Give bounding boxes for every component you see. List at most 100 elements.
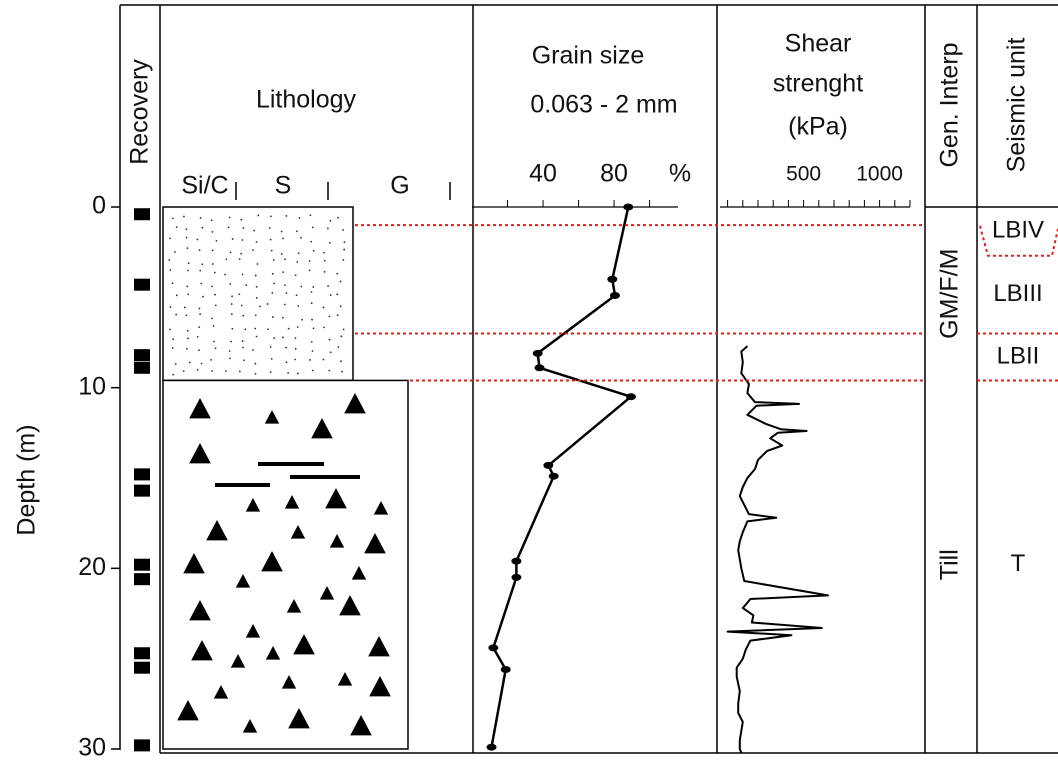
- sand-dot: [215, 347, 217, 349]
- sand-dot: [212, 249, 214, 251]
- sand-dot: [169, 328, 171, 330]
- sand-dot: [284, 258, 286, 260]
- sand-dot: [213, 325, 215, 327]
- sand-dot: [201, 227, 203, 229]
- recovery-block: [134, 362, 150, 374]
- seismic-unit-label: LBIV: [992, 217, 1044, 244]
- sand-dot: [272, 273, 274, 275]
- sand-dot: [309, 359, 311, 361]
- sand-dot: [172, 347, 174, 349]
- sand-dot: [184, 307, 186, 309]
- sand-dot: [199, 270, 201, 272]
- sand-dot: [256, 297, 258, 299]
- sand-dot: [231, 303, 233, 305]
- sand-dot: [230, 341, 232, 343]
- sand-dot: [287, 372, 289, 374]
- sand-dot: [313, 250, 315, 252]
- data-point: [487, 744, 497, 751]
- x-tick-label: 40: [529, 160, 557, 188]
- recovery-block: [134, 739, 150, 751]
- sand-dot: [340, 305, 342, 307]
- sand-dot: [256, 286, 258, 288]
- sand-dot: [324, 260, 326, 262]
- sand-dot: [269, 227, 271, 229]
- sand-dot: [252, 249, 254, 251]
- sand-dot: [297, 373, 299, 375]
- y-tick-label: 10: [78, 372, 106, 400]
- sand-dot: [281, 231, 283, 233]
- data-point: [511, 558, 521, 565]
- sand-dot: [286, 361, 288, 363]
- sand-dot: [201, 363, 203, 365]
- sand-dot: [296, 230, 298, 232]
- sand-dot: [337, 346, 339, 348]
- sand-dot: [170, 306, 172, 308]
- sand-dot: [254, 328, 256, 330]
- recovery-block: [134, 485, 150, 497]
- sand-dot: [342, 229, 344, 231]
- shear-title: strenght: [773, 70, 863, 98]
- sand-dot: [281, 253, 283, 255]
- lithology-title: Lithology: [256, 86, 357, 114]
- recovery-block: [134, 468, 150, 480]
- sand-dot: [282, 337, 284, 339]
- sand-dot: [215, 304, 217, 306]
- sand-dot: [284, 284, 286, 286]
- sand-dot: [196, 239, 198, 241]
- sand-dot: [224, 274, 226, 276]
- x-tick-label: 500: [786, 163, 821, 186]
- sand-dot: [198, 349, 200, 351]
- sand-dot: [323, 252, 325, 254]
- sand-dot: [329, 242, 331, 244]
- sand-dot: [259, 306, 261, 308]
- sand-dot: [244, 328, 246, 330]
- sand-dot: [311, 291, 313, 293]
- sand-dot: [229, 350, 231, 352]
- sand-dot: [230, 252, 232, 254]
- sand-dot: [340, 281, 342, 283]
- sand-dot: [211, 231, 213, 233]
- seismic-unit-label: LBIII: [993, 280, 1042, 307]
- sand-dot: [294, 359, 296, 361]
- sand-dot: [197, 369, 199, 371]
- lithology-scale-label: G: [390, 172, 409, 200]
- sand-dot: [202, 296, 204, 298]
- sand-dot: [229, 283, 231, 285]
- sand-dot: [185, 228, 187, 230]
- sand-dot: [295, 348, 297, 350]
- sand-dot: [288, 328, 290, 330]
- sand-dot: [271, 292, 273, 294]
- data-point: [501, 666, 511, 673]
- data-point: [607, 276, 617, 283]
- sand-dot: [271, 250, 273, 252]
- sand-dot: [213, 341, 215, 343]
- sand-dot: [301, 319, 303, 321]
- gen-interp-label: Till: [936, 549, 964, 580]
- sand-dot: [172, 338, 174, 340]
- sand-dot: [231, 313, 233, 315]
- sand-dot: [216, 240, 218, 242]
- sand-dot: [323, 359, 325, 361]
- sand-dot: [240, 253, 242, 255]
- lithology-unit: [163, 207, 353, 380]
- sand-dot: [174, 251, 176, 253]
- gen-interp-title: Gen. Interp: [936, 42, 964, 167]
- sand-dot: [270, 216, 272, 218]
- sand-dot: [183, 370, 185, 372]
- sand-dot: [272, 316, 274, 318]
- y-axis-title: Depth (m): [13, 424, 41, 535]
- sand-dot: [282, 317, 284, 319]
- sand-dot: [242, 239, 244, 241]
- sand-dot: [323, 307, 325, 309]
- sand-dot: [183, 216, 185, 218]
- sand-dot: [282, 238, 284, 240]
- sand-dot: [187, 330, 189, 332]
- sand-dot: [256, 336, 258, 338]
- sand-dot: [197, 336, 199, 338]
- sand-dot: [329, 339, 331, 341]
- recovery-block: [134, 208, 150, 220]
- data-point: [534, 364, 544, 371]
- sand-dot: [187, 293, 189, 295]
- sand-dot: [311, 319, 313, 321]
- data-point: [511, 574, 521, 581]
